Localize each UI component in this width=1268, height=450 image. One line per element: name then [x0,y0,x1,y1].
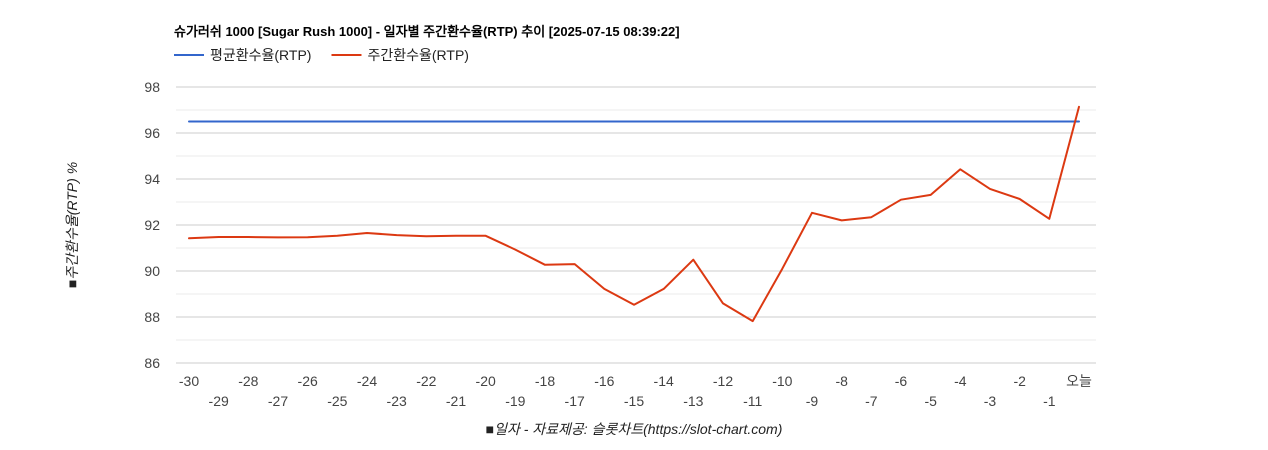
x-tick-label: -24 [357,373,377,389]
x-tick-label: -13 [683,393,703,409]
x-tick-label: -29 [209,393,229,409]
x-tick-label: -18 [535,373,555,389]
y-tick-label: 88 [144,309,160,325]
x-tick-label: -14 [654,373,674,389]
x-tick-label: 오늘 [1066,373,1092,389]
x-tick-label: -3 [984,393,997,409]
legend-item-2: 주간환수율(RTP) [331,47,469,63]
y-tick-label: 96 [144,125,160,141]
x-axis-ticks: -30-29-28-27-26-25-24-23-22-21-20-19-18-… [179,373,1092,409]
x-tick-label: -6 [895,373,908,389]
x-tick-label: -19 [505,393,525,409]
x-tick-label: -22 [416,373,436,389]
x-axis-title: ■일자 - 자료제공: 슬롯차트(https://slot-chart.com) [486,421,783,437]
x-tick-label: -11 [743,393,762,409]
x-tick-label: -16 [594,373,614,389]
x-tick-label: -25 [327,393,347,409]
x-tick-label: -28 [238,373,258,389]
y-tick-label: 90 [144,263,160,279]
legend-item-1: 평균환수율(RTP) [174,47,311,63]
x-tick-label: -21 [446,393,466,409]
series-lines [188,105,1080,323]
x-tick-label: -20 [476,373,496,389]
y-axis-ticks: 86 88 90 92 94 96 98 [144,79,160,371]
x-tick-label: -27 [268,393,288,409]
x-tick-label: -10 [772,373,792,389]
legend-label: 평균환수율(RTP) [210,47,311,63]
y-tick-label: 94 [144,171,160,187]
x-tick-label: -8 [835,373,848,389]
x-tick-label: -7 [865,393,878,409]
x-tick-label: -2 [1013,373,1026,389]
legend-label: 주간환수율(RTP) [367,47,468,63]
y-tick-label: 86 [144,355,160,371]
y-tick-label: 98 [144,79,160,95]
chart-title: 슈가러쉬 1000 [Sugar Rush 1000] - 일자별 주간환수율(… [174,24,680,39]
x-tick-label: -30 [179,373,199,389]
series-line-2 [188,105,1080,323]
x-tick-label: -15 [624,393,644,409]
x-tick-label: -1 [1043,393,1056,409]
x-tick-label: -5 [924,393,937,409]
x-tick-label: -23 [387,393,407,409]
y-tick-label: 92 [144,217,160,233]
y-axis-title: ■주간환수율(RTP) % [64,162,80,288]
x-tick-label: -17 [565,393,585,409]
x-tick-label: -9 [806,393,819,409]
x-tick-label: -12 [713,373,733,389]
legend: 평균환수율(RTP) 주간환수율(RTP) [174,47,469,63]
x-tick-label: -26 [298,373,318,389]
x-tick-label: -4 [954,373,967,389]
grid-lines [176,86,1096,364]
